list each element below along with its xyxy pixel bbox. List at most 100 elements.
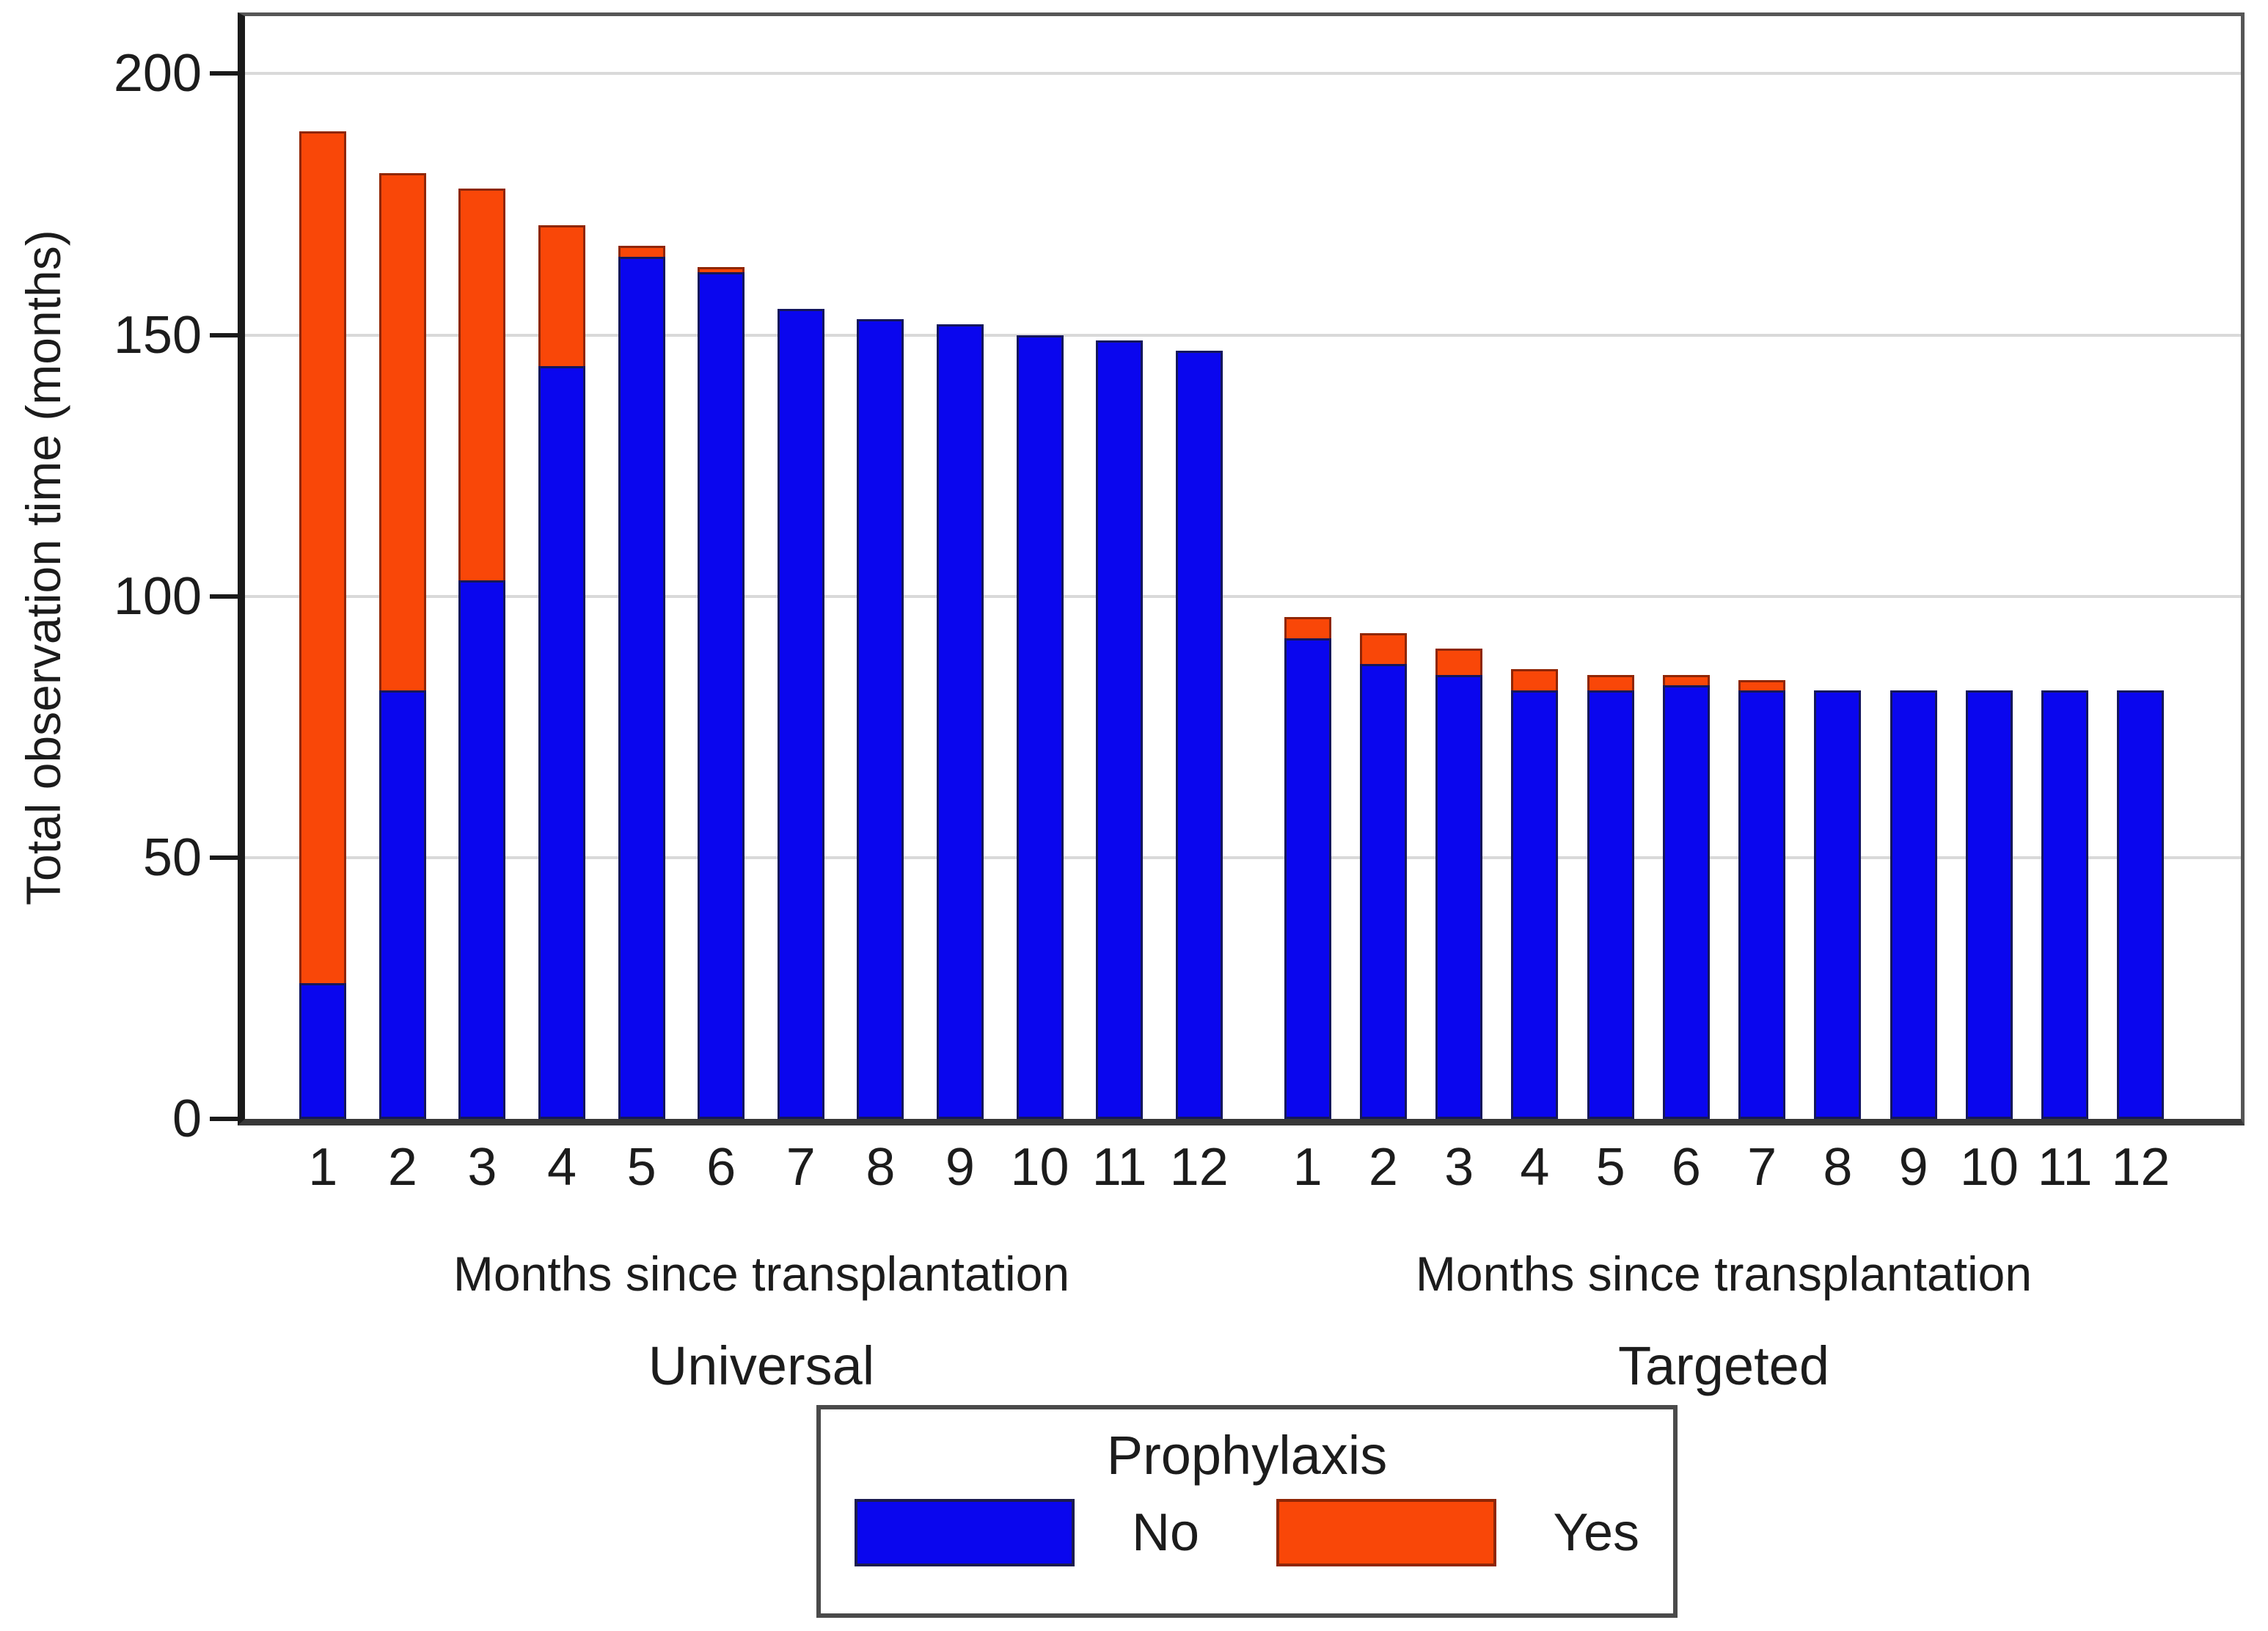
x-tick-label-targeted-3: 3 — [1444, 1138, 1474, 1197]
bar-universal-7 — [777, 16, 824, 1119]
bar-segment-yes — [1435, 648, 1483, 675]
bar-targeted-12 — [2117, 16, 2165, 1119]
panel-label-universal: Universal — [648, 1335, 875, 1396]
bar-targeted-2 — [1359, 16, 1407, 1119]
y-axis-tick-100 — [210, 594, 238, 599]
bar-segment-no — [1662, 685, 1710, 1119]
y-axis-tick-label-100: 100 — [113, 566, 202, 626]
bar-segment-no — [458, 580, 506, 1119]
bar-targeted-1 — [1284, 16, 1331, 1119]
legend-swatch-yes — [1276, 1499, 1496, 1566]
legend-swatch-no — [855, 1499, 1075, 1566]
y-axis-tick-200 — [210, 71, 238, 76]
bar-segment-no — [777, 308, 824, 1119]
bar-targeted-11 — [2041, 16, 2089, 1119]
x-tick-label-targeted-5: 5 — [1595, 1138, 1625, 1197]
bar-segment-no — [1738, 690, 1786, 1119]
bar-segment-yes — [378, 172, 426, 690]
bar-segment-no — [1359, 664, 1407, 1119]
x-tick-label-targeted-1: 1 — [1292, 1138, 1323, 1197]
panel-label-targeted: Targeted — [1618, 1335, 1829, 1396]
bar-targeted-9 — [1890, 16, 1937, 1119]
bar-segment-yes — [299, 131, 347, 983]
x-tick-label-universal-12: 12 — [1169, 1138, 1229, 1197]
x-tick-label-universal-7: 7 — [786, 1138, 816, 1197]
bar-universal-8 — [857, 16, 904, 1119]
bar-segment-yes — [1284, 617, 1331, 638]
x-tick-label-targeted-7: 7 — [1747, 1138, 1777, 1197]
x-tick-label-universal-8: 8 — [866, 1138, 896, 1197]
bar-targeted-8 — [1814, 16, 1862, 1119]
bar-targeted-4 — [1511, 16, 1559, 1119]
bar-segment-yes — [698, 266, 745, 273]
gridline-100 — [245, 594, 2241, 598]
x-axis-title-targeted: Months since transplantation — [1415, 1247, 2033, 1301]
bar-segment-no — [2117, 690, 2165, 1119]
bar-segment-no — [1814, 690, 1862, 1119]
x-tick-label-targeted-9: 9 — [1898, 1138, 1928, 1197]
bar-targeted-7 — [1738, 16, 1786, 1119]
y-axis-tick-label-0: 0 — [172, 1090, 202, 1148]
bar-segment-yes — [1511, 669, 1559, 690]
y-axis-tick-0 — [210, 1117, 238, 1121]
bar-targeted-3 — [1435, 16, 1483, 1119]
x-tick-label-universal-3: 3 — [467, 1138, 497, 1197]
gridline-200 — [245, 72, 2241, 76]
bar-universal-11 — [1096, 16, 1144, 1119]
legend-entry-yes: Yes — [1276, 1499, 1639, 1566]
bar-segment-yes — [618, 246, 665, 257]
x-tick-label-targeted-10: 10 — [1959, 1138, 2019, 1197]
bar-targeted-10 — [1965, 16, 2013, 1119]
gridline-150 — [245, 333, 2241, 337]
bar-segment-no — [299, 982, 347, 1119]
bar-segment-no — [857, 319, 904, 1119]
legend-entry-no: No — [855, 1499, 1199, 1566]
x-tick-label-universal-10: 10 — [1010, 1138, 1069, 1197]
y-axis-tick-label-150: 150 — [113, 305, 202, 365]
bar-universal-4 — [538, 16, 586, 1119]
x-tick-label-universal-11: 11 — [1091, 1138, 1147, 1197]
bar-segment-yes — [458, 189, 506, 581]
bar-segment-no — [1016, 335, 1064, 1119]
bar-targeted-5 — [1587, 16, 1634, 1119]
x-tick-label-targeted-12: 12 — [2111, 1138, 2170, 1197]
x-tick-label-targeted-6: 6 — [1671, 1138, 1701, 1197]
bar-segment-no — [1096, 340, 1144, 1119]
bar-segment-no — [1890, 690, 1937, 1119]
x-tick-label-targeted-4: 4 — [1520, 1138, 1550, 1197]
x-tick-label-universal-9: 9 — [945, 1138, 975, 1197]
x-tick-label-universal-4: 4 — [547, 1138, 577, 1197]
bar-segment-no — [378, 690, 426, 1119]
bar-universal-5 — [618, 16, 665, 1119]
bar-segment-yes — [1738, 679, 1786, 690]
bar-universal-3 — [458, 16, 506, 1119]
bar-segment-yes — [538, 225, 586, 367]
bar-universal-2 — [378, 16, 426, 1119]
bar-segment-no — [618, 256, 665, 1119]
bar-universal-9 — [936, 16, 984, 1119]
x-tick-label-universal-1: 1 — [308, 1138, 338, 1197]
x-tick-label-universal-2: 2 — [387, 1138, 417, 1197]
plot-area — [238, 12, 2245, 1125]
bar-targeted-6 — [1662, 16, 1710, 1119]
bar-segment-no — [936, 324, 984, 1119]
bar-universal-1 — [299, 16, 347, 1119]
legend-row: No Yes — [821, 1499, 1673, 1566]
bar-segment-no — [1511, 690, 1559, 1119]
bar-universal-10 — [1016, 16, 1064, 1119]
bar-universal-12 — [1175, 16, 1223, 1119]
bar-segment-yes — [1359, 632, 1407, 665]
x-tick-label-universal-5: 5 — [626, 1138, 656, 1197]
y-axis-tick-50 — [210, 855, 238, 860]
x-tick-label-targeted-8: 8 — [1823, 1138, 1853, 1197]
legend-label-no: No — [1132, 1503, 1200, 1562]
legend-title: Prophylaxis — [1106, 1425, 1388, 1486]
bar-segment-yes — [1587, 674, 1634, 690]
bar-segment-yes — [1662, 674, 1710, 685]
bar-segment-no — [1965, 690, 2013, 1119]
bar-segment-no — [1435, 674, 1483, 1119]
x-tick-label-targeted-11: 11 — [2037, 1138, 2093, 1197]
bar-segment-no — [1175, 350, 1223, 1119]
bar-segment-no — [1587, 690, 1634, 1119]
